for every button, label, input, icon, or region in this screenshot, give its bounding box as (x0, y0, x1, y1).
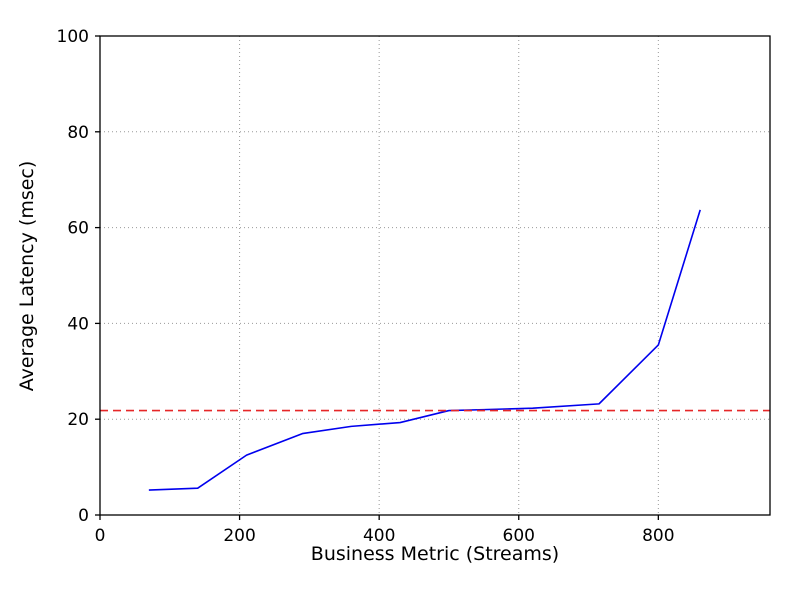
x-tick-label: 200 (223, 526, 255, 546)
x-tick-label: 400 (363, 526, 395, 546)
plot-frame (99, 35, 771, 516)
x-axis-label: Business Metric (Streams) (310, 543, 560, 565)
x-tick-label: 800 (642, 526, 674, 546)
y-tick-label: 40 (67, 314, 89, 334)
y-tick-label: 0 (78, 506, 89, 526)
average-latency-line (148, 209, 701, 491)
y-axis-label: Average Latency (msec) (16, 160, 38, 392)
y-tick-label: 60 (67, 219, 89, 239)
y-tick-label: 100 (57, 27, 89, 47)
x-tick-label: 0 (95, 526, 106, 546)
y-tick-label: 80 (67, 123, 89, 143)
x-tick-label: 600 (503, 526, 535, 546)
y-tick-label: 20 (67, 410, 89, 430)
